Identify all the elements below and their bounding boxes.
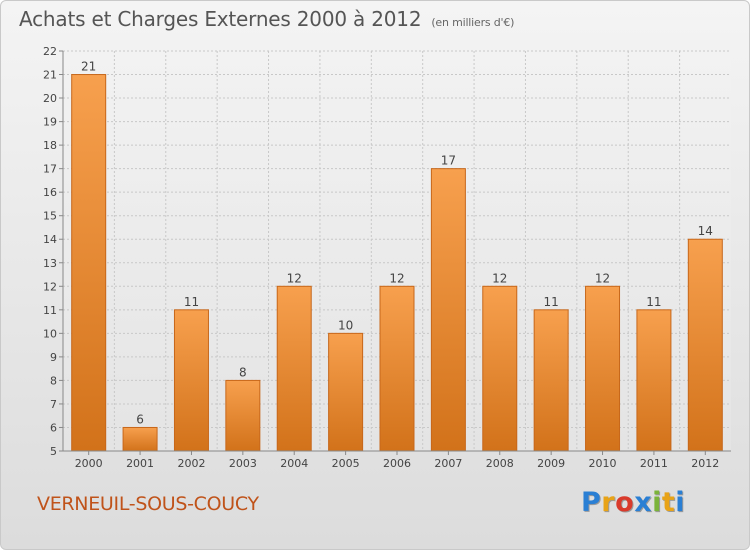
- x-tick-label: 2000: [75, 457, 103, 470]
- x-tick-label: 2007: [434, 457, 462, 470]
- data-label-2001: 6: [136, 412, 144, 426]
- y-tick-label: 22: [43, 45, 57, 58]
- x-tick-label: 2001: [126, 457, 154, 470]
- chart-title: Achats et Charges Externes 2000 à 2012 (e…: [19, 7, 514, 31]
- logo-letter: P: [581, 487, 602, 518]
- data-label-2006: 12: [389, 271, 404, 285]
- x-tick-label: 2006: [383, 457, 411, 470]
- data-label-2011: 11: [646, 295, 661, 309]
- logo-letter: r: [601, 487, 616, 518]
- y-tick-label: 11: [43, 304, 57, 317]
- bar-2002: [173, 309, 209, 452]
- bar-2007: [430, 168, 466, 452]
- x-tick-label: 2010: [589, 457, 617, 470]
- data-label-2002: 11: [184, 295, 199, 309]
- bar-2000: [71, 74, 107, 452]
- y-tick-label: 19: [43, 116, 57, 129]
- data-label-2012: 14: [698, 224, 713, 238]
- y-tick-label: 20: [43, 92, 57, 105]
- logo-letter: o: [615, 487, 635, 518]
- bar-2001: [122, 426, 158, 452]
- y-tick-label: 8: [50, 374, 57, 387]
- logo-letter: i: [675, 487, 686, 518]
- axes: 5 6 7 8 9 10 11 12 13 14 15 16 17 18 19 20 21 22 2000 2001 2…: [43, 45, 731, 470]
- y-tick-label: 9: [50, 351, 57, 364]
- proxiti-logo: Proxiti: [581, 487, 685, 518]
- x-tick-label: 2012: [691, 457, 719, 470]
- bar-2012: [687, 238, 723, 452]
- data-label-2010: 12: [595, 271, 610, 285]
- y-tick-label: 12: [43, 280, 57, 293]
- data-label-2009: 11: [544, 295, 559, 309]
- chart-title-text: Achats et Charges Externes 2000 à 2012: [19, 7, 422, 31]
- y-tick-label: 7: [50, 398, 57, 411]
- data-label-2000: 21: [81, 60, 96, 74]
- x-tick-label: 2004: [280, 457, 308, 470]
- data-label-2003: 8: [239, 365, 247, 379]
- x-tick-label: 2005: [332, 457, 360, 470]
- x-tick-label: 2002: [177, 457, 205, 470]
- bar-2004: [276, 285, 312, 452]
- x-tick-label: 2009: [537, 457, 565, 470]
- data-label-2007: 17: [441, 154, 456, 168]
- y-tick-label: 18: [43, 139, 57, 152]
- city-name: VERNEUIL-SOUS-COUCY: [37, 493, 259, 515]
- x-tick-label: 2003: [229, 457, 257, 470]
- y-tick-label: 16: [43, 186, 57, 199]
- bar-2011: [636, 309, 672, 452]
- bar-2010: [585, 285, 621, 452]
- y-tick-label: 14: [43, 233, 57, 246]
- y-tick-label: 21: [43, 69, 57, 82]
- data-label-2008: 12: [492, 271, 507, 285]
- y-tick-label: 15: [43, 210, 57, 223]
- data-label-2004: 12: [287, 271, 302, 285]
- logo-letter: i: [652, 487, 662, 518]
- bar-2005: [328, 332, 364, 452]
- y-tick-label: 17: [43, 163, 57, 176]
- bar-2009: [533, 309, 569, 452]
- x-tick-label: 2011: [640, 457, 668, 470]
- x-tick-label: 2008: [486, 457, 514, 470]
- y-tick-label: 5: [50, 445, 57, 458]
- y-tick-label: 10: [43, 327, 57, 340]
- bar-2006: [379, 285, 415, 452]
- logo-letter: t: [661, 487, 676, 518]
- data-label-2005: 10: [338, 318, 353, 332]
- logo-letter: x: [634, 487, 653, 518]
- y-tick-label: 6: [50, 421, 57, 434]
- y-tick-label: 13: [43, 257, 57, 270]
- bar-2008: [482, 285, 518, 452]
- bar-2003: [225, 379, 261, 452]
- bars: 21 6 11 8 12 10 12 17 12 11 12 11 14: [71, 60, 723, 452]
- chart-subtitle: (en milliers d'€): [431, 16, 515, 29]
